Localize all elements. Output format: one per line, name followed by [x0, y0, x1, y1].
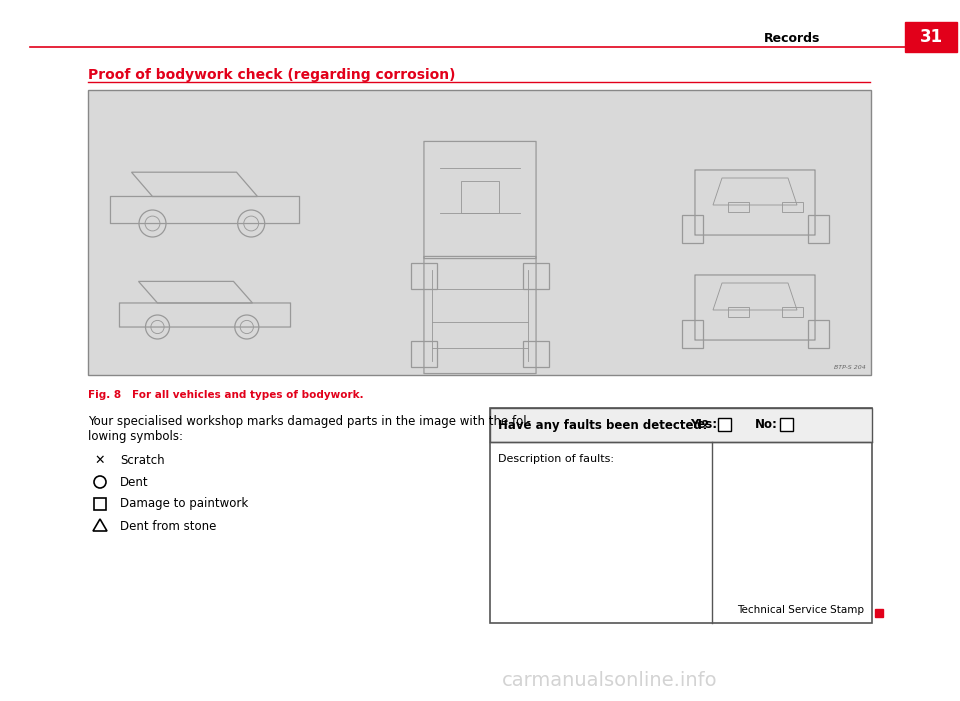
Bar [682, 320, 703, 348]
Bar [807, 320, 828, 348]
Bar [728, 202, 749, 212]
Bar [718, 418, 731, 431]
Bar [782, 202, 803, 212]
FancyBboxPatch shape [905, 22, 957, 52]
Bar [728, 307, 749, 317]
Text: 31: 31 [920, 28, 943, 46]
Bar [875, 609, 883, 617]
Bar [461, 180, 499, 213]
Text: Scratch: Scratch [120, 454, 164, 466]
Text: carmanualsonline.info: carmanualsonline.info [502, 670, 718, 690]
Text: No:: No: [755, 418, 778, 432]
Bar [94, 498, 106, 510]
Text: ✕: ✕ [95, 454, 106, 466]
Text: Dent from stone: Dent from stone [120, 519, 216, 533]
Bar [780, 418, 793, 431]
Bar [490, 408, 872, 442]
Text: lowing symbols:: lowing symbols: [88, 430, 183, 443]
Text: Dent: Dent [120, 475, 149, 489]
Bar [411, 263, 437, 289]
Bar [682, 215, 703, 243]
Bar [490, 408, 872, 623]
Bar [523, 263, 549, 289]
Text: Have any faults been detected?: Have any faults been detected? [498, 418, 708, 432]
Text: Damage to paintwork: Damage to paintwork [120, 498, 249, 510]
Text: BTP-S 204: BTP-S 204 [834, 365, 866, 370]
Bar [411, 341, 437, 367]
Text: Yes:: Yes: [690, 418, 717, 432]
Bar [807, 215, 828, 243]
Bar [523, 341, 549, 367]
Text: Fig. 8   For all vehicles and types of bodywork.: Fig. 8 For all vehicles and types of bod… [88, 390, 364, 400]
Text: Technical Service Stamp: Technical Service Stamp [737, 605, 864, 615]
Text: Records: Records [763, 32, 820, 44]
Text: Description of faults:: Description of faults: [498, 454, 614, 464]
Bar [88, 90, 871, 375]
Text: Your specialised workshop marks damaged parts in the image with the fol-: Your specialised workshop marks damaged … [88, 415, 531, 428]
Text: Proof of bodywork check (regarding corrosion): Proof of bodywork check (regarding corro… [88, 68, 455, 82]
Bar [782, 307, 803, 317]
